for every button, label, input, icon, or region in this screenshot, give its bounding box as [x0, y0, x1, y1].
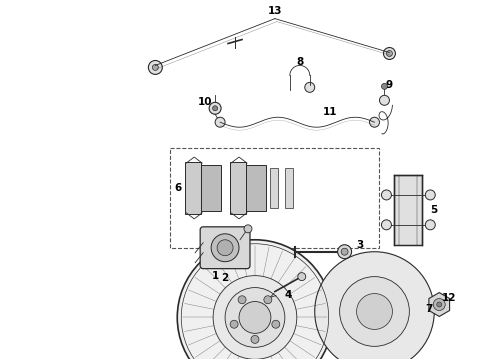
Circle shape [340, 276, 409, 346]
Text: 6: 6 [174, 183, 182, 193]
Circle shape [239, 302, 271, 333]
Circle shape [238, 296, 246, 304]
Circle shape [298, 273, 306, 280]
Circle shape [244, 225, 252, 233]
Text: 1: 1 [212, 271, 219, 281]
Bar [171, 148, 379, 248]
Circle shape [225, 288, 285, 347]
Circle shape [425, 220, 435, 230]
Text: 5: 5 [431, 205, 438, 215]
Circle shape [357, 293, 392, 329]
Circle shape [379, 95, 390, 105]
Bar [246, 165, 266, 211]
Bar [185, 162, 201, 214]
Text: 10: 10 [198, 97, 212, 107]
Bar [230, 162, 246, 214]
Text: 12: 12 [442, 293, 457, 302]
Circle shape [369, 117, 379, 127]
Text: 13: 13 [268, 6, 282, 15]
Text: 3: 3 [356, 240, 363, 250]
Circle shape [215, 117, 225, 127]
Text: 2: 2 [221, 273, 229, 283]
Circle shape [177, 240, 333, 360]
Circle shape [425, 190, 435, 200]
Text: 4: 4 [284, 289, 292, 300]
Circle shape [305, 82, 315, 92]
Circle shape [382, 220, 392, 230]
Circle shape [148, 60, 162, 75]
Circle shape [341, 248, 348, 255]
Circle shape [272, 320, 280, 328]
Text: 7: 7 [426, 305, 433, 315]
Bar [394, 175, 422, 245]
Circle shape [315, 252, 434, 360]
Bar [285, 168, 293, 208]
Circle shape [209, 102, 221, 114]
Circle shape [213, 106, 218, 111]
Circle shape [338, 245, 352, 259]
Circle shape [213, 276, 297, 359]
Text: 11: 11 [322, 107, 337, 117]
Circle shape [217, 240, 233, 256]
Polygon shape [429, 293, 450, 316]
Circle shape [264, 296, 272, 304]
Circle shape [251, 336, 259, 343]
Bar [270, 168, 278, 208]
Circle shape [230, 320, 238, 328]
Circle shape [382, 190, 392, 200]
Bar [201, 165, 221, 211]
FancyBboxPatch shape [200, 227, 250, 269]
Circle shape [211, 234, 239, 262]
Circle shape [384, 48, 395, 59]
Circle shape [382, 84, 388, 89]
Circle shape [437, 302, 442, 307]
Text: 9: 9 [386, 80, 393, 90]
Circle shape [433, 298, 445, 310]
Circle shape [387, 50, 392, 57]
Text: 8: 8 [296, 58, 303, 67]
Circle shape [152, 64, 158, 71]
